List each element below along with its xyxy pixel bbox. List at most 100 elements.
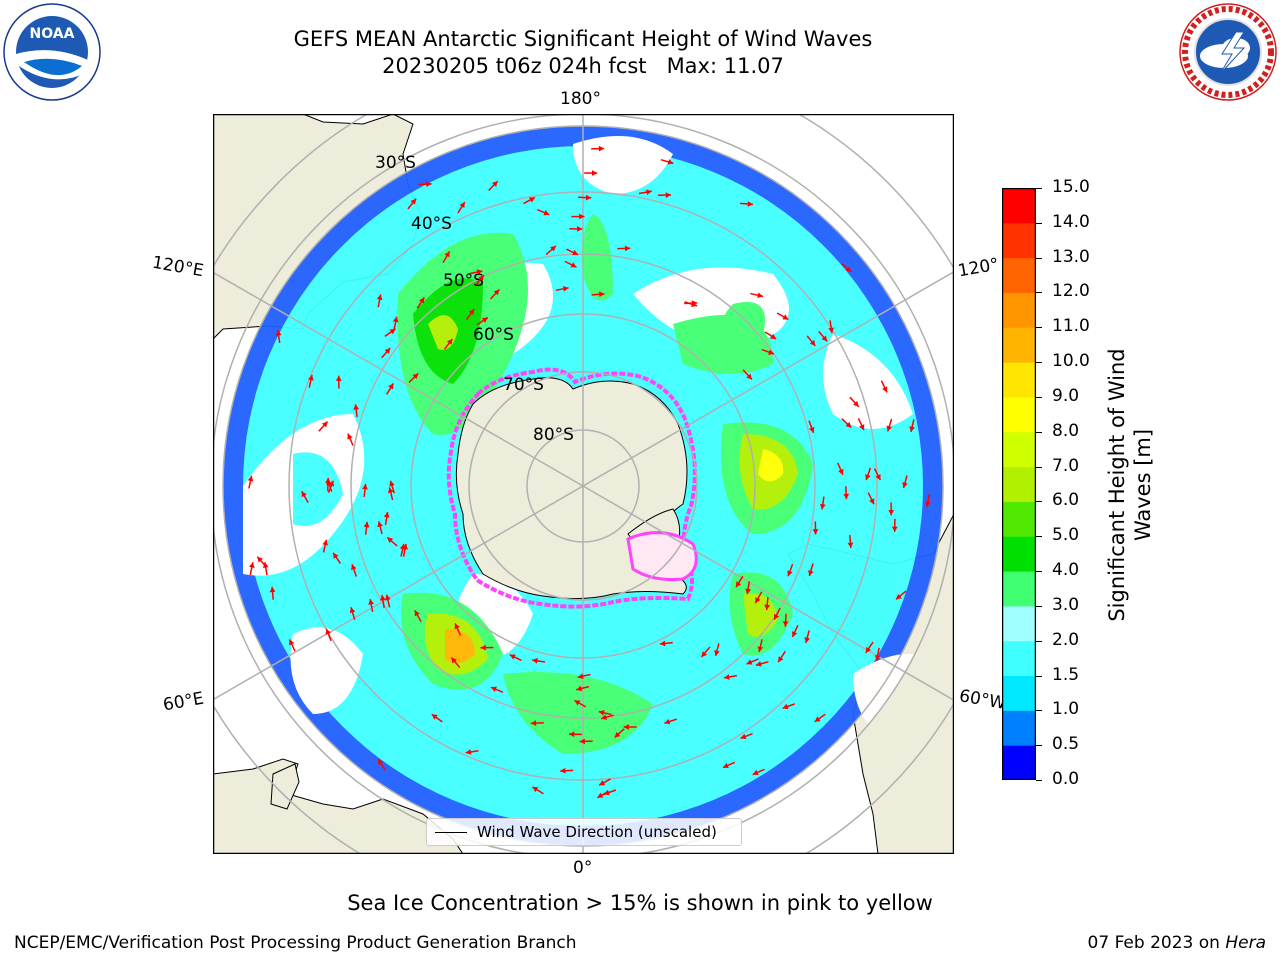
colorbar-tick-mark [1036,780,1042,781]
wave-vector-head [431,714,438,720]
wave-vector-head [572,249,579,256]
colorbar-tick-mark [1036,327,1042,329]
colorbar-segment [1002,605,1036,642]
date-host: Hera [1225,933,1266,953]
wave-vector-head [808,426,815,433]
wave-vector-head [426,181,432,188]
wave-vector-head [752,769,759,776]
wave-vector-head [735,581,742,588]
wave-vector-head [384,348,391,354]
wave-vector-head [755,597,761,604]
wave-vector-head [454,623,460,630]
colorbar-tick-label: 14.0 [1052,211,1090,232]
wave-vector-head [757,646,764,652]
colorbar-label-line1: Significant Height of Wind [1105,348,1129,622]
wave-vector-head [603,789,610,796]
wave-vector-head [891,526,898,532]
wave-vector-head [560,767,566,774]
wave-vector-head [782,621,789,627]
wave-vector-head [925,501,931,507]
wave-vector-head [585,194,592,201]
wave-vector-head [562,286,569,292]
wave-vector-head [845,266,852,272]
legend-label: Wind Wave Direction (unscaled) [477,823,717,841]
colorbar-tick-mark [1036,571,1042,573]
wave-vector-head [888,510,895,516]
wave-vector-head [377,759,384,766]
wave-vector-head [874,654,881,661]
wave-vector-head [843,493,850,500]
colorbar-tick-mark [1036,292,1042,294]
wave-vector-head [865,474,871,481]
wave-vector-head [459,202,465,209]
colorbar-tick-label: 1.5 [1052,664,1080,685]
colorbar-tick-label: 3.0 [1052,594,1080,615]
wave-vector-head [368,599,374,605]
legend-line-swatch [435,831,467,833]
wave-vector-head [614,731,621,738]
colorbar-tick-label: 4.0 [1052,560,1080,581]
wave-vector-head [577,226,583,232]
wave-vector-head [828,327,835,334]
wave-vector-head [577,673,584,679]
wave-vector-head [402,543,408,550]
wave-vector-head [746,659,753,665]
colorbar-tick-label: 9.0 [1052,385,1080,406]
wave-vector-head [740,733,747,740]
wave-vector-head [383,512,390,518]
colorbar-tick-mark [1036,745,1042,747]
wave-vector-head [325,628,331,635]
wave-vector-head [821,335,828,342]
wave-vector-head [528,197,535,203]
noaa-logo: NOAA [2,2,102,102]
lon-label-120e: 120°E [150,252,206,282]
colorbar [1002,188,1036,780]
wave-vector-head [322,539,329,546]
wave-vector-head [419,297,425,304]
colorbar-tick-label: 5.0 [1052,525,1080,546]
colorbar-tick-mark [1036,640,1042,642]
wave-vector-head [532,786,539,793]
wave-vector-head [387,537,394,544]
wave-vector-head [543,210,550,216]
wave-vector-head [814,716,821,722]
colorbar-segment [1002,396,1036,433]
svg-text:NOAA: NOAA [30,26,75,42]
wave-vector-head [746,373,752,380]
wave-vector-head [778,656,784,663]
wave-vector-head [444,251,450,258]
wave-vector-head [646,189,652,196]
lat-label-60s: 60°S [473,325,514,345]
wave-vector-head [465,749,472,755]
lon-label-120w: 120° [956,254,1001,282]
wave-vector-head [451,657,457,664]
colorbar-label-line2: Waves [m] [1131,428,1155,542]
lon-label-180: 180° [560,89,601,109]
graticule [152,54,1014,917]
map-panel: 30°S 40°S 50°S 60°S 70°S 80°S [152,54,1014,917]
wave-vector-head [576,685,583,692]
colorbar-tick-label: 1.0 [1052,699,1080,720]
wave-vector-head [745,588,751,595]
wave-vector-head [665,192,672,198]
wave-vector-head [481,317,488,323]
colorbar-tick-label: 15.0 [1052,177,1090,197]
wave-vector-head [579,738,586,745]
lon-label-0: 0° [573,858,593,878]
sea-ice-edge [446,367,697,609]
map-legend: Wind Wave Direction (unscaled) [426,818,742,846]
wave-vector-head [597,792,604,798]
wave-vector-head [601,714,608,721]
wave-vector-head [301,491,307,498]
wave-vector-head [853,400,859,407]
wave-vector-head [389,328,396,335]
wave-vector-head [859,424,865,431]
wave-vector-head [389,480,395,487]
wave-vector-head [387,487,394,494]
colorbar-tick-mark [1036,431,1042,433]
sea-ice-note: Sea Ice Concentration > 15% is shown in … [347,891,933,915]
wave-vector-head [782,314,789,320]
wave-vector-head [570,262,577,268]
wave-direction-vectors [247,145,931,799]
colorbar-segment [1002,675,1036,711]
